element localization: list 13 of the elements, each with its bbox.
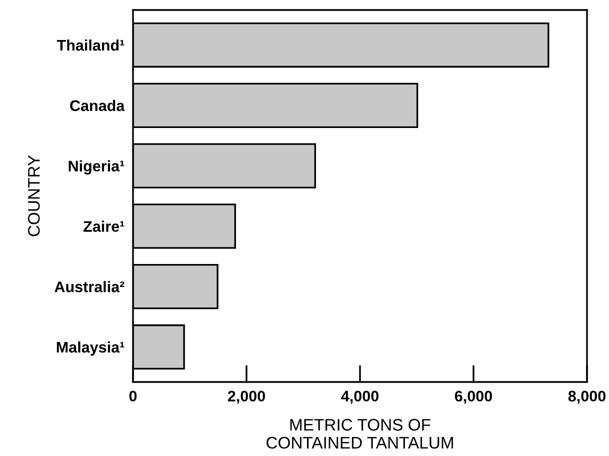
y-tick-label: Australia² [54, 281, 124, 292]
y-tick-label: Zaire¹ [84, 220, 124, 232]
y-tick-label: Malaysia¹ [56, 341, 124, 356]
y-tick-label: Nigeria¹ [68, 160, 124, 175]
y-axis-title: COUNTRY [28, 155, 40, 236]
x-tick-label: 6,000 [454, 390, 492, 404]
x-tick-label: 0 [129, 390, 137, 402]
y-tick-label: Thailand¹ [56, 39, 124, 51]
y-tick-label: Canada [70, 100, 125, 112]
x-tick-label: 2,000 [228, 390, 265, 404]
x-tick-label: 4,000 [341, 390, 378, 404]
x-axis-title: METRIC TONS OF CONTAINED TANTALUM [266, 418, 453, 449]
x-tick-label: 8,000 [568, 390, 606, 404]
